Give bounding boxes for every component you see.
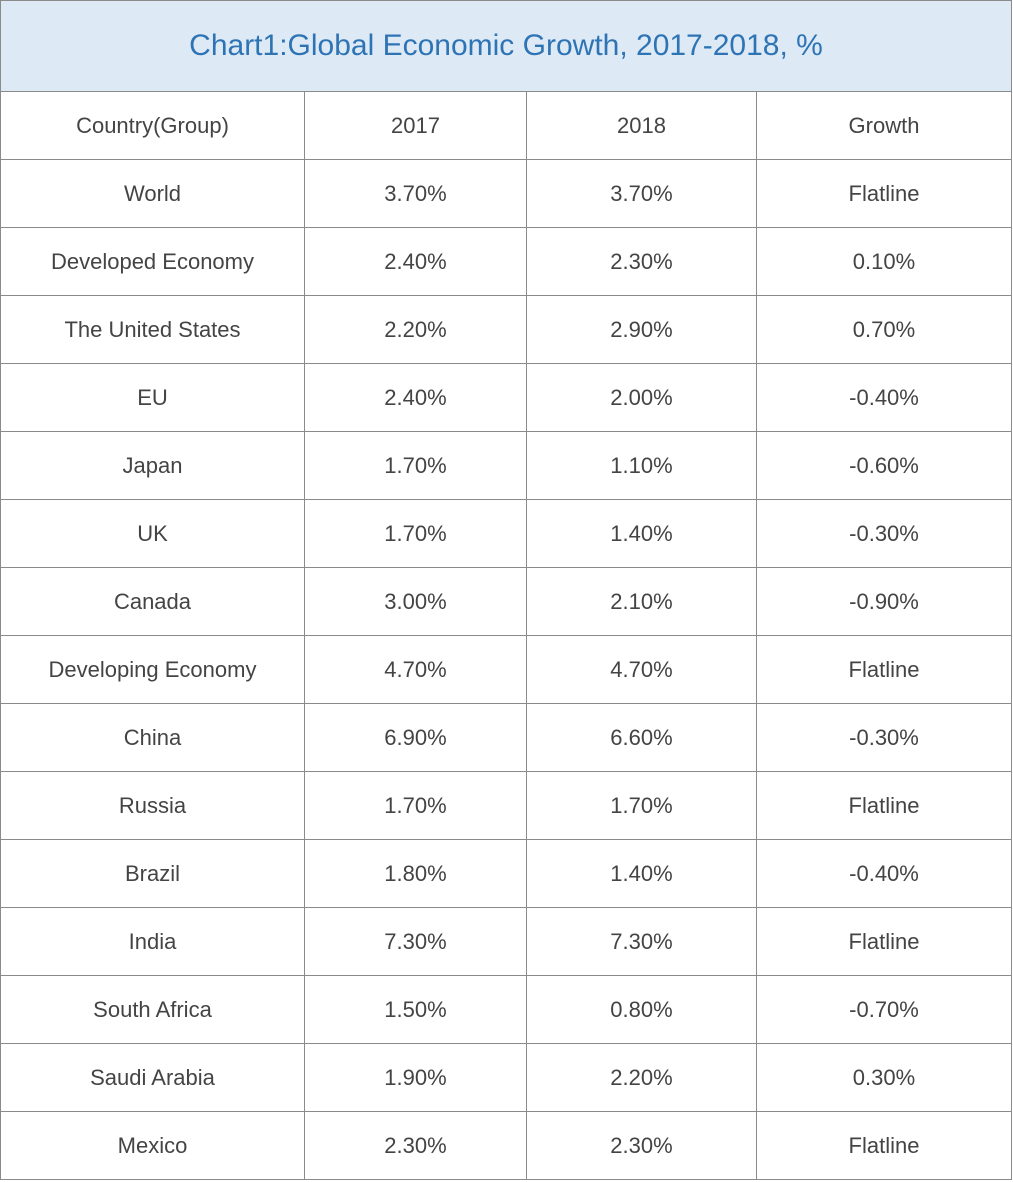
table-cell: 2.90% [527, 296, 757, 364]
table-row: World 3.70% 3.70% Flatline [1, 160, 1012, 228]
table-cell: Japan [1, 432, 305, 500]
table-cell: 0.30% [757, 1044, 1012, 1112]
table-cell: -0.40% [757, 364, 1012, 432]
table-row: Japan 1.70% 1.10% -0.60% [1, 432, 1012, 500]
table-cell: 1.70% [305, 772, 527, 840]
table-row: Mexico 2.30% 2.30% Flatline [1, 1112, 1012, 1180]
table-row: Canada 3.00% 2.10% -0.90% [1, 568, 1012, 636]
table-cell: 6.90% [305, 704, 527, 772]
table-cell: EU [1, 364, 305, 432]
table-cell: 3.00% [305, 568, 527, 636]
table-cell: 1.50% [305, 976, 527, 1044]
header-cell: 2018 [527, 92, 757, 160]
table-cell: 4.70% [527, 636, 757, 704]
table-row: UK 1.70% 1.40% -0.30% [1, 500, 1012, 568]
table-cell: Brazil [1, 840, 305, 908]
table-cell: -0.30% [757, 704, 1012, 772]
table-cell: 6.60% [527, 704, 757, 772]
table-cell: Flatline [757, 160, 1012, 228]
table-cell: 7.30% [305, 908, 527, 976]
table-cell: 1.70% [305, 432, 527, 500]
table-cell: -0.40% [757, 840, 1012, 908]
table-cell: 1.10% [527, 432, 757, 500]
table-cell: 1.90% [305, 1044, 527, 1112]
table-cell: Developing Economy [1, 636, 305, 704]
table-cell: South Africa [1, 976, 305, 1044]
table-cell: 2.40% [305, 364, 527, 432]
table-cell: 3.70% [305, 160, 527, 228]
table-row: South Africa 1.50% 0.80% -0.70% [1, 976, 1012, 1044]
table-cell: The United States [1, 296, 305, 364]
table-cell: Developed Economy [1, 228, 305, 296]
table-cell: Saudi Arabia [1, 1044, 305, 1112]
table-cell: -0.90% [757, 568, 1012, 636]
table-cell: Flatline [757, 772, 1012, 840]
table-cell: 2.20% [305, 296, 527, 364]
table-cell: 0.70% [757, 296, 1012, 364]
table-cell: 0.80% [527, 976, 757, 1044]
header-row: Country(Group) 2017 2018 Growth [1, 92, 1012, 160]
table-title: Chart1:Global Economic Growth, 2017-2018… [1, 1, 1012, 92]
table-cell: 3.70% [527, 160, 757, 228]
table: Country(Group) 2017 2018 Growth World 3.70% 3.… [1, 92, 1012, 1180]
table-cell: 1.40% [527, 500, 757, 568]
table-row: Brazil 1.80% 1.40% -0.40% [1, 840, 1012, 908]
table-row: Saudi Arabia 1.90% 2.20% 0.30% [1, 1044, 1012, 1112]
table-row: Russia 1.70% 1.70% Flatline [1, 772, 1012, 840]
table-cell: Flatline [757, 908, 1012, 976]
table-cell: Russia [1, 772, 305, 840]
table-row: India 7.30% 7.30% Flatline [1, 908, 1012, 976]
table-cell: 2.40% [305, 228, 527, 296]
table-cell: Canada [1, 568, 305, 636]
table-row: Developing Economy 4.70% 4.70% Flatline [1, 636, 1012, 704]
table-row: China 6.90% 6.60% -0.30% [1, 704, 1012, 772]
table-cell: India [1, 908, 305, 976]
table-cell: Flatline [757, 1112, 1012, 1180]
table-cell: 1.40% [527, 840, 757, 908]
table-cell: Flatline [757, 636, 1012, 704]
table-cell: UK [1, 500, 305, 568]
table-cell: 2.30% [527, 228, 757, 296]
table-row: The United States 2.20% 2.90% 0.70% [1, 296, 1012, 364]
table-cell: -0.70% [757, 976, 1012, 1044]
table-cell: 1.70% [305, 500, 527, 568]
table-cell: 2.10% [527, 568, 757, 636]
table-row: Developed Economy 2.40% 2.30% 0.10% [1, 228, 1012, 296]
table-cell: -0.30% [757, 500, 1012, 568]
header-cell: Growth [757, 92, 1012, 160]
header-cell: 2017 [305, 92, 527, 160]
table-cell: 7.30% [527, 908, 757, 976]
table-cell: 1.80% [305, 840, 527, 908]
table-cell: 2.20% [527, 1044, 757, 1112]
table-cell: Mexico [1, 1112, 305, 1180]
table-cell: 0.10% [757, 228, 1012, 296]
table-cell: 2.30% [305, 1112, 527, 1180]
table-cell: -0.60% [757, 432, 1012, 500]
table-cell: 1.70% [527, 772, 757, 840]
table-cell: 2.30% [527, 1112, 757, 1180]
table-cell: China [1, 704, 305, 772]
table-row: EU 2.40% 2.00% -0.40% [1, 364, 1012, 432]
table-cell: 4.70% [305, 636, 527, 704]
table-cell: 2.00% [527, 364, 757, 432]
header-cell: Country(Group) [1, 92, 305, 160]
table-cell: World [1, 160, 305, 228]
